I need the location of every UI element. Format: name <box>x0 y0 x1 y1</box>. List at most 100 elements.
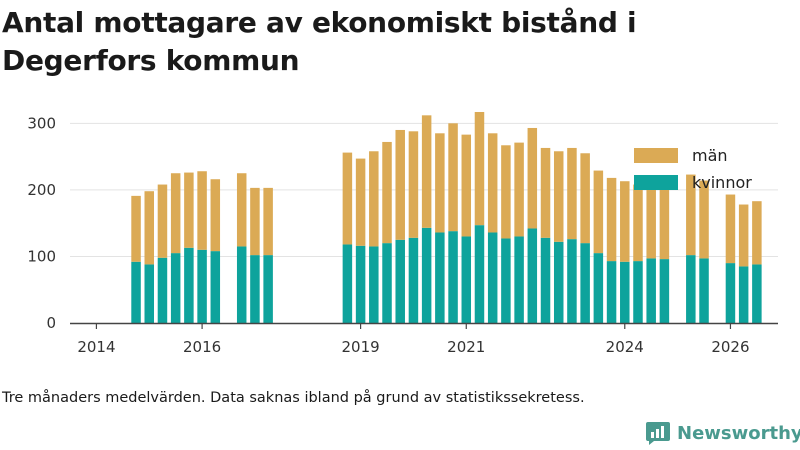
x-tick-label: 2019 <box>342 338 380 356</box>
bar-man <box>620 181 630 262</box>
footnote: Tre månaders medelvärden. Data saknas ib… <box>2 390 585 406</box>
bar-man <box>342 152 353 245</box>
bar-man <box>567 147 577 240</box>
bar-man <box>514 142 524 237</box>
bar-kvinnor <box>342 244 353 323</box>
bar-kvinnor <box>170 253 181 323</box>
legend-item-man[interactable]: män <box>634 146 728 165</box>
bar-man <box>540 147 551 238</box>
bar-kvinnor <box>395 239 405 323</box>
bar-kvinnor <box>250 255 260 323</box>
bar-man <box>421 115 432 228</box>
bar-man <box>461 134 472 237</box>
newsworthy-logo-icon <box>646 422 670 445</box>
bar-kvinnor <box>131 261 141 323</box>
legend-item-kvinnor[interactable]: kvinnor <box>634 173 752 192</box>
bar-man <box>435 133 445 233</box>
bar-man <box>580 153 590 244</box>
bar-kvinnor <box>408 237 419 323</box>
bar-man <box>738 204 749 267</box>
bar-man <box>527 127 538 229</box>
bar-man <box>131 195 141 262</box>
bar-man <box>197 171 207 250</box>
bar-kvinnor <box>620 261 630 323</box>
bar-man <box>144 191 155 265</box>
y-tick-label: 0 <box>46 314 56 332</box>
bar-kvinnor <box>461 236 472 323</box>
x-tick-label: 2014 <box>77 338 115 356</box>
bar-man <box>646 181 656 259</box>
bar-man <box>699 180 709 259</box>
bar-kvinnor <box>487 232 498 323</box>
chart: 0 100 200 300 2014 2016 2019 2021 2024 2026 män k… <box>27 111 778 356</box>
bar-man <box>382 141 392 244</box>
bar-kvinnor <box>448 231 458 323</box>
bar-kvinnor <box>474 225 485 323</box>
bar-man <box>210 179 221 252</box>
x-tick-label: 2021 <box>447 338 485 356</box>
bar-kvinnor <box>501 238 511 323</box>
bar-man <box>725 194 736 264</box>
bar-kvinnor <box>540 237 551 323</box>
bar-man <box>659 180 670 260</box>
x-axis: 2014 2016 2019 2021 2024 2026 <box>70 322 778 356</box>
brand-logo[interactable]: Newsworthy <box>645 420 800 446</box>
bar-man <box>553 151 564 242</box>
bar-man <box>250 187 260 256</box>
bar-man <box>355 158 366 246</box>
bar-kvinnor <box>144 264 155 323</box>
bar-man <box>593 170 604 254</box>
bar-kvinnor <box>435 232 445 323</box>
bar-kvinnor <box>686 255 696 323</box>
bar-kvinnor <box>567 239 577 323</box>
bar-man <box>474 111 485 226</box>
bar-kvinnor <box>738 266 749 323</box>
y-tick-label: 200 <box>27 181 56 199</box>
bars <box>131 111 762 323</box>
bar-man <box>487 133 498 233</box>
x-tick-label: 2016 <box>183 338 221 356</box>
bar-man <box>184 172 194 248</box>
bar-kvinnor <box>659 259 670 323</box>
bar-kvinnor <box>553 241 564 323</box>
bar-man <box>395 129 405 240</box>
bar-kvinnor <box>646 258 656 323</box>
bar-kvinnor <box>421 227 432 323</box>
bar-man <box>752 201 762 265</box>
bar-kvinnor <box>752 264 762 323</box>
y-tick-label: 300 <box>27 114 56 132</box>
bar-kvinnor <box>157 257 168 323</box>
bar-kvinnor <box>514 236 524 323</box>
bar-man <box>501 145 511 239</box>
bar-man <box>157 184 168 258</box>
bar-kvinnor <box>263 255 273 323</box>
bar-man <box>369 151 379 247</box>
bar-kvinnor <box>236 246 247 323</box>
legend-label: män <box>692 146 728 165</box>
bar-man <box>686 174 696 256</box>
x-tick-label: 2026 <box>711 338 749 356</box>
bar-kvinnor <box>355 245 366 323</box>
bar-man <box>606 177 617 262</box>
bar-man <box>448 123 458 232</box>
chart-title: Antal mottagare av ekonomiskt bistånd i … <box>2 6 637 77</box>
bar-kvinnor <box>197 249 207 323</box>
legend-label: kvinnor <box>692 173 752 192</box>
y-tick-label: 100 <box>27 247 56 265</box>
bar-man <box>236 173 247 247</box>
bar-kvinnor <box>382 243 392 323</box>
bar-kvinnor <box>369 246 379 323</box>
bar-kvinnor <box>633 261 643 323</box>
x-tick-label: 2024 <box>606 338 644 356</box>
brand-name: Newsworthy <box>677 422 800 444</box>
y-axis: 0 100 200 300 <box>27 114 56 332</box>
bar-kvinnor <box>593 253 604 323</box>
bar-kvinnor <box>580 243 590 323</box>
bar-kvinnor <box>184 247 194 323</box>
bar-kvinnor <box>527 228 538 323</box>
bar-man <box>633 184 643 262</box>
bar-man <box>263 187 273 256</box>
bar-man <box>170 173 181 254</box>
bar-kvinnor <box>210 251 221 323</box>
legend-swatch <box>634 148 678 163</box>
